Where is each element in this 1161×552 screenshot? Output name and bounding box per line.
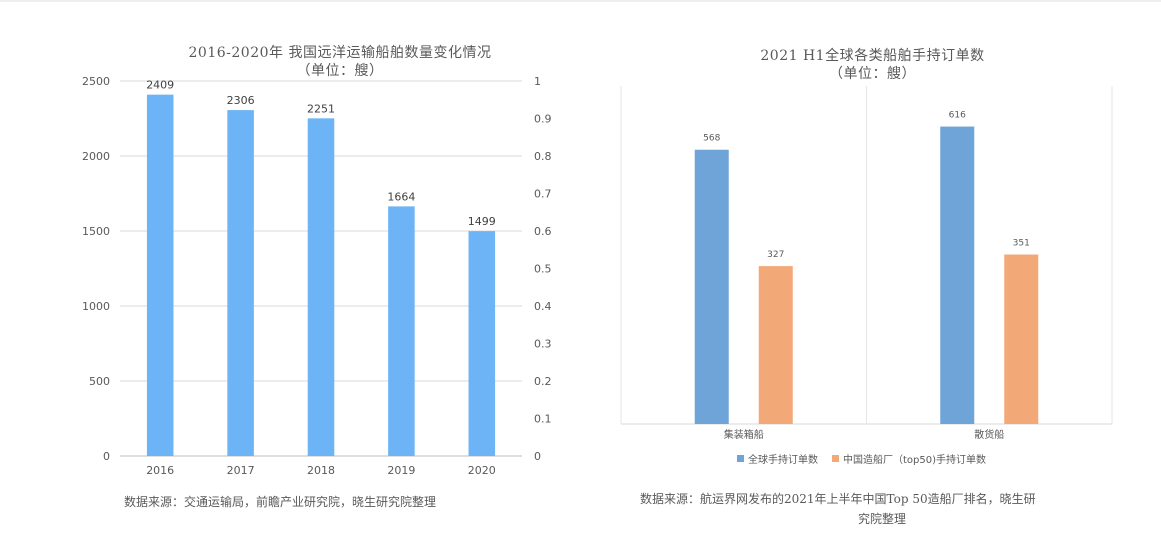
- chart-right-source: 数据来源：航运界网发布的2021年上半年中国Top 50造船厂排名，晓生研 究院…: [640, 489, 1120, 529]
- chart-right-subtitle: （单位：艘）: [829, 66, 916, 82]
- y-right-tick-label: 0.5: [534, 263, 552, 276]
- bar: [307, 118, 335, 456]
- chart-right-plot: 568 327 集装箱船 616 351 散货船: [620, 86, 1113, 441]
- chart-right-source-line2: 究院整理: [858, 512, 907, 526]
- y-right-tick-label: 0.1: [534, 413, 552, 426]
- y-tick-label: 0: [103, 450, 110, 463]
- y-tick-label: 2500: [82, 75, 110, 88]
- chart-left-title-block: 2016-2020年 我国远洋运输船舶数量变化情况 （单位：艘）: [120, 44, 560, 80]
- bar: [1004, 254, 1039, 424]
- y-tick-label: 2000: [82, 150, 110, 163]
- y-right-tick-label: 1: [534, 75, 541, 88]
- chart-right-legend: 全球手持订单数 中国造船厂（top50)手持订单数: [737, 451, 1000, 466]
- legend-item-china: 中国造船厂（top50)手持订单数: [832, 451, 986, 466]
- chart-right-title-block: 2021 H1全球各类船舶手持订单数 （单位：艘）: [700, 47, 1045, 83]
- y-right-tick-label: 0.8: [534, 150, 552, 163]
- data-label: 2306: [227, 94, 255, 107]
- x-tick-label: 集装箱船: [724, 428, 764, 441]
- x-tick-label: 散货船: [974, 428, 1004, 441]
- chart-left-subtitle: （单位：艘）: [296, 63, 384, 79]
- bar: [388, 206, 415, 456]
- legend-label-china: 中国造船厂（top50)手持订单数: [843, 455, 987, 466]
- bar: [940, 126, 975, 424]
- bar: [146, 94, 174, 457]
- data-label: 2409: [146, 79, 174, 92]
- y-right-tick-label: 0: [534, 450, 541, 463]
- chart-left-source: 数据来源：交通运输局，前瞻产业研究院，晓生研究院整理: [124, 495, 437, 509]
- top-divider: [0, 0, 1161, 2]
- y-right-tick-label: 0.9: [534, 113, 552, 126]
- legend-item-global: 全球手持订单数: [737, 451, 818, 466]
- x-tick-label: 2019: [387, 464, 415, 477]
- bar: [694, 149, 729, 425]
- x-tick-label: 2016: [146, 464, 174, 477]
- legend-swatch-global: [737, 455, 744, 462]
- legend-swatch-china: [832, 455, 839, 462]
- y-right-tick-label: 0.3: [534, 338, 552, 351]
- data-label: 1499: [468, 215, 496, 228]
- y-tick-label: 500: [89, 375, 110, 388]
- data-label: 2251: [307, 102, 335, 115]
- x-tick-label: 2017: [227, 464, 255, 477]
- data-label: 351: [1013, 239, 1030, 249]
- data-label: 327: [767, 250, 784, 260]
- chart-right-title: 2021 H1全球各类船舶手持订单数: [760, 48, 985, 64]
- chart-right-source-line1: 数据来源：航运界网发布的2021年上半年中国Top 50造船厂排名，晓生研: [640, 492, 1036, 506]
- y-right-tick-label: 0.2: [534, 375, 552, 388]
- y-tick-label: 1500: [82, 225, 110, 238]
- chart-left-plot: 0 500 1000 1500 2000 2500 0 0.1 0.2 0.3 0.4 0.5 0.6 0…: [82, 75, 552, 477]
- data-label: 1664: [387, 190, 415, 203]
- chart-left-title: 2016-2020年 我国远洋运输船舶数量变化情况: [188, 45, 492, 61]
- y-tick-label: 1000: [82, 300, 110, 313]
- data-label: 568: [703, 134, 720, 144]
- x-tick-label: 2020: [468, 464, 496, 477]
- x-tick-label: 2018: [307, 464, 335, 477]
- y-right-tick-label: 0.6: [534, 225, 552, 238]
- bar: [227, 110, 254, 456]
- data-label: 616: [949, 111, 966, 121]
- bar: [468, 231, 496, 456]
- y-right-tick-label: 0.4: [534, 300, 552, 313]
- legend-label-global: 全球手持订单数: [748, 455, 818, 466]
- y-right-tick-label: 0.7: [534, 188, 552, 201]
- bar: [758, 266, 793, 424]
